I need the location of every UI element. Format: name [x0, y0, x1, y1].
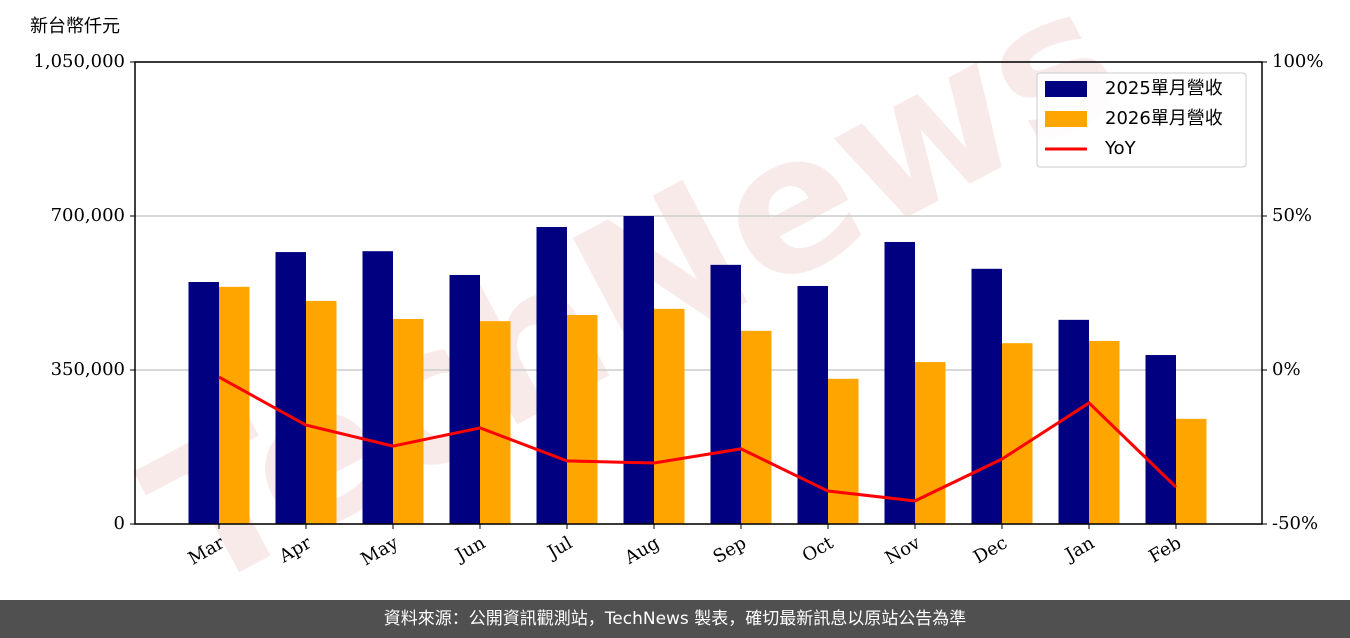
bar	[1145, 355, 1176, 524]
legend-swatch	[1045, 81, 1087, 97]
bar	[188, 282, 219, 524]
bar	[449, 274, 480, 524]
bar	[393, 318, 424, 524]
bar	[567, 315, 598, 524]
y2-tick-label: 100%	[1272, 51, 1323, 72]
footer-bar	[0, 600, 1350, 638]
bar	[1058, 319, 1089, 524]
bar	[1176, 418, 1207, 524]
bar	[306, 300, 337, 524]
x-tick-label: Oct	[799, 532, 838, 567]
x-tick-label: Sep	[710, 532, 750, 567]
bar	[710, 264, 741, 524]
bar	[1002, 343, 1033, 524]
y-tick-label: 0	[114, 513, 125, 534]
x-tick-label: Feb	[1145, 532, 1185, 567]
legend-box	[1036, 72, 1247, 168]
bar	[275, 252, 306, 524]
y2-tick-label: -50%	[1272, 513, 1318, 534]
footer: 資料來源：公開資訊觀測站，TechNews 製表，確切最新訊息以原站公告為準	[384, 609, 966, 629]
x-tick-label: Nov	[882, 532, 925, 569]
legend-label: 2025單月營收	[1105, 78, 1223, 99]
line	[218, 375, 1178, 503]
bar	[1089, 340, 1120, 524]
y2-tick-label: 0%	[1272, 359, 1301, 380]
x-tick-label: Dec	[970, 532, 1011, 568]
legend-label: 2026單月營收	[1105, 108, 1223, 129]
x-tick-label: Jun	[450, 532, 489, 567]
bar	[741, 330, 772, 524]
bar	[219, 286, 250, 524]
x-tick-label: Jan	[1060, 532, 1098, 566]
y-tick-label: 700,000	[51, 205, 125, 226]
bar	[971, 268, 1002, 524]
legend-swatch	[1045, 111, 1087, 127]
bar	[536, 227, 567, 524]
bar	[480, 321, 511, 524]
legend-label: YoY	[1104, 138, 1137, 159]
y-tick-label: 1,050,000	[33, 51, 125, 72]
x-tick-label: Jul	[542, 532, 576, 564]
y2-tick-label: 50%	[1272, 205, 1312, 226]
y-tick-label: 350,000	[51, 359, 125, 380]
bar	[623, 216, 654, 524]
x-tick-label: Aug	[620, 532, 663, 569]
bar	[362, 251, 393, 524]
y-axis-label: 新台幣仟元	[30, 16, 120, 37]
plot-frame	[134, 61, 1263, 525]
bar	[828, 378, 859, 524]
bar	[654, 308, 685, 524]
bar	[884, 241, 915, 524]
